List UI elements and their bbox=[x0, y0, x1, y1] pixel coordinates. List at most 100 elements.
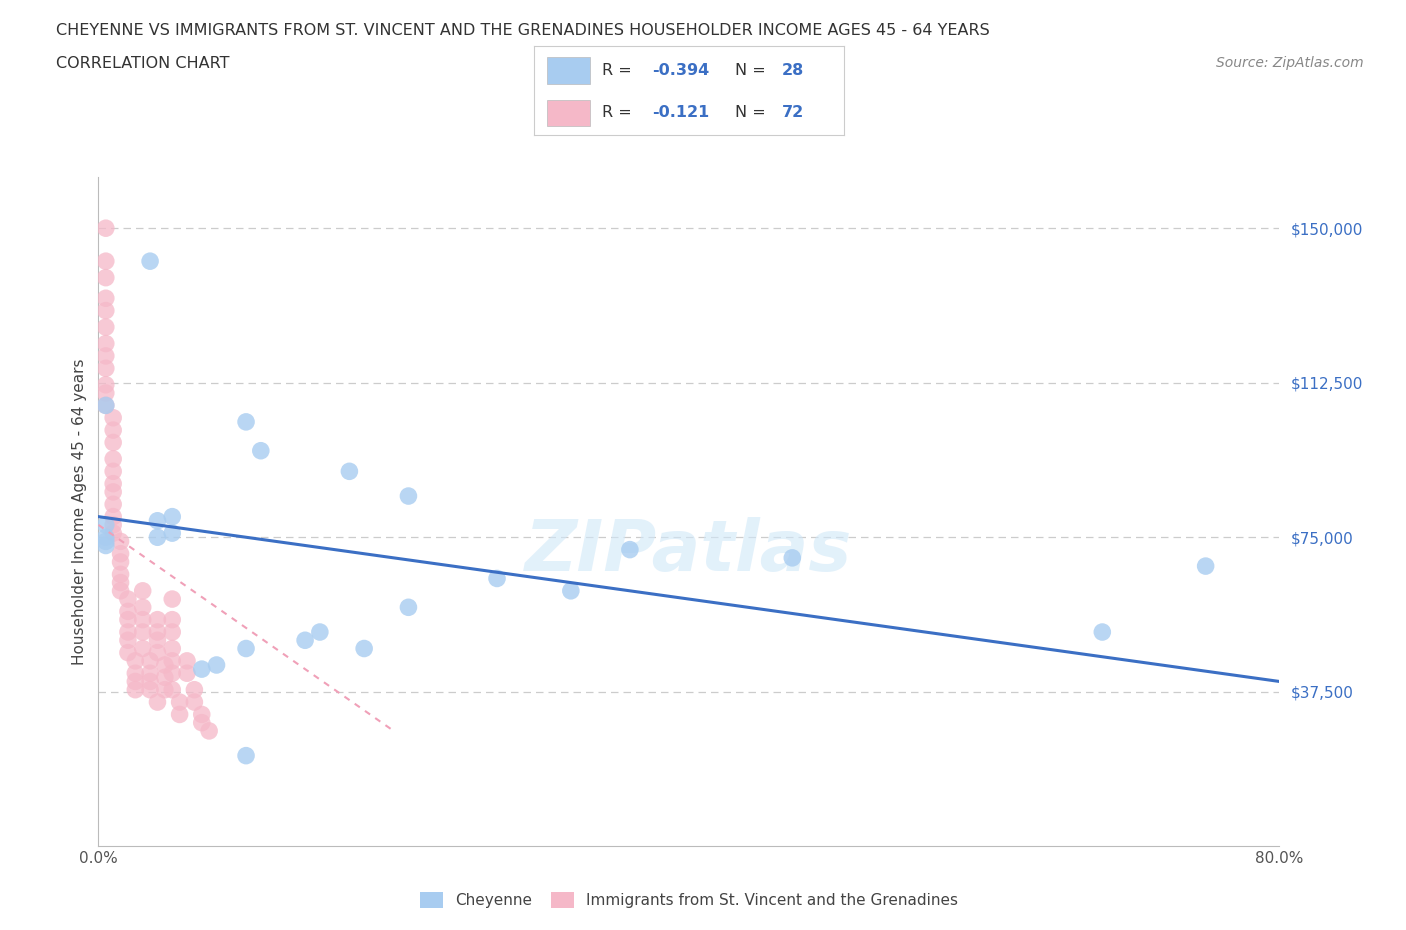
Point bbox=[782, 551, 804, 565]
Point bbox=[103, 410, 125, 425]
Point bbox=[132, 641, 155, 656]
Point bbox=[103, 517, 125, 532]
Point bbox=[146, 625, 169, 640]
Point bbox=[162, 666, 183, 681]
Point bbox=[94, 291, 117, 306]
Point bbox=[103, 464, 125, 479]
Text: R =: R = bbox=[602, 105, 633, 120]
Text: 72: 72 bbox=[782, 105, 804, 120]
Point bbox=[162, 625, 183, 640]
Point bbox=[396, 488, 419, 503]
Bar bbox=[547, 57, 591, 84]
Point bbox=[153, 658, 176, 672]
Point bbox=[110, 534, 132, 549]
Point bbox=[94, 534, 117, 549]
Text: 28: 28 bbox=[782, 63, 804, 78]
Point bbox=[162, 683, 183, 698]
Text: CHEYENNE VS IMMIGRANTS FROM ST. VINCENT AND THE GRENADINES HOUSEHOLDER INCOME AG: CHEYENNE VS IMMIGRANTS FROM ST. VINCENT … bbox=[56, 23, 990, 38]
Point bbox=[191, 707, 214, 722]
Point bbox=[103, 452, 125, 467]
Point bbox=[117, 591, 139, 606]
Point bbox=[162, 641, 183, 656]
Point bbox=[198, 724, 221, 738]
Point bbox=[124, 683, 146, 698]
Point bbox=[94, 398, 117, 413]
Point bbox=[139, 254, 162, 269]
Point bbox=[146, 632, 169, 647]
Point bbox=[396, 600, 419, 615]
Point bbox=[139, 683, 162, 698]
Point bbox=[94, 517, 117, 532]
Point bbox=[176, 654, 198, 669]
Point bbox=[103, 485, 125, 499]
Point bbox=[110, 546, 132, 561]
Point bbox=[353, 641, 375, 656]
Text: ZIPatlas: ZIPatlas bbox=[526, 517, 852, 586]
Point bbox=[103, 510, 125, 525]
Bar bbox=[547, 100, 591, 126]
Point bbox=[94, 303, 117, 318]
Point bbox=[139, 654, 162, 669]
Point bbox=[191, 661, 214, 676]
Point bbox=[132, 612, 155, 627]
Point bbox=[337, 464, 360, 479]
Point bbox=[1091, 625, 1114, 640]
Point bbox=[117, 645, 139, 660]
Point bbox=[132, 583, 155, 598]
Point bbox=[191, 715, 214, 730]
Point bbox=[94, 320, 117, 335]
Point bbox=[94, 349, 117, 364]
Point bbox=[146, 513, 169, 528]
Legend: Cheyenne, Immigrants from St. Vincent and the Grenadines: Cheyenne, Immigrants from St. Vincent an… bbox=[412, 884, 966, 916]
Point bbox=[309, 625, 332, 640]
Point bbox=[103, 435, 125, 450]
Point bbox=[205, 658, 228, 672]
Point bbox=[1195, 559, 1218, 574]
Point bbox=[94, 271, 117, 286]
Point bbox=[117, 632, 139, 647]
Point bbox=[124, 666, 146, 681]
Point bbox=[103, 476, 125, 491]
Point bbox=[162, 510, 183, 525]
Point bbox=[117, 612, 139, 627]
Point bbox=[103, 525, 125, 540]
Point bbox=[110, 583, 132, 598]
Point bbox=[103, 422, 125, 437]
Point bbox=[146, 695, 169, 710]
Point bbox=[176, 666, 198, 681]
Point bbox=[250, 444, 273, 458]
Point bbox=[235, 641, 257, 656]
Point bbox=[117, 604, 139, 618]
Point bbox=[560, 583, 582, 598]
Point bbox=[94, 398, 117, 413]
Point bbox=[162, 525, 183, 540]
Point bbox=[94, 386, 117, 401]
Text: N =: N = bbox=[735, 63, 766, 78]
Text: Source: ZipAtlas.com: Source: ZipAtlas.com bbox=[1216, 56, 1364, 70]
Point bbox=[146, 645, 169, 660]
Point bbox=[94, 378, 117, 392]
Point bbox=[94, 220, 117, 235]
Point bbox=[132, 625, 155, 640]
Point bbox=[117, 625, 139, 640]
Point bbox=[183, 683, 205, 698]
Point bbox=[153, 683, 176, 698]
Point bbox=[486, 571, 509, 586]
Point bbox=[94, 530, 117, 545]
Point bbox=[94, 336, 117, 351]
Point bbox=[139, 666, 162, 681]
Text: CORRELATION CHART: CORRELATION CHART bbox=[56, 56, 229, 71]
Point bbox=[139, 674, 162, 689]
Point bbox=[162, 591, 183, 606]
Point bbox=[169, 695, 191, 710]
Point bbox=[110, 554, 132, 569]
Point bbox=[146, 530, 169, 545]
Point bbox=[169, 707, 191, 722]
Text: -0.121: -0.121 bbox=[652, 105, 709, 120]
Point bbox=[294, 632, 316, 647]
Text: R =: R = bbox=[602, 63, 633, 78]
Point bbox=[124, 674, 146, 689]
Point bbox=[132, 600, 155, 615]
Point bbox=[146, 612, 169, 627]
Point bbox=[162, 654, 183, 669]
